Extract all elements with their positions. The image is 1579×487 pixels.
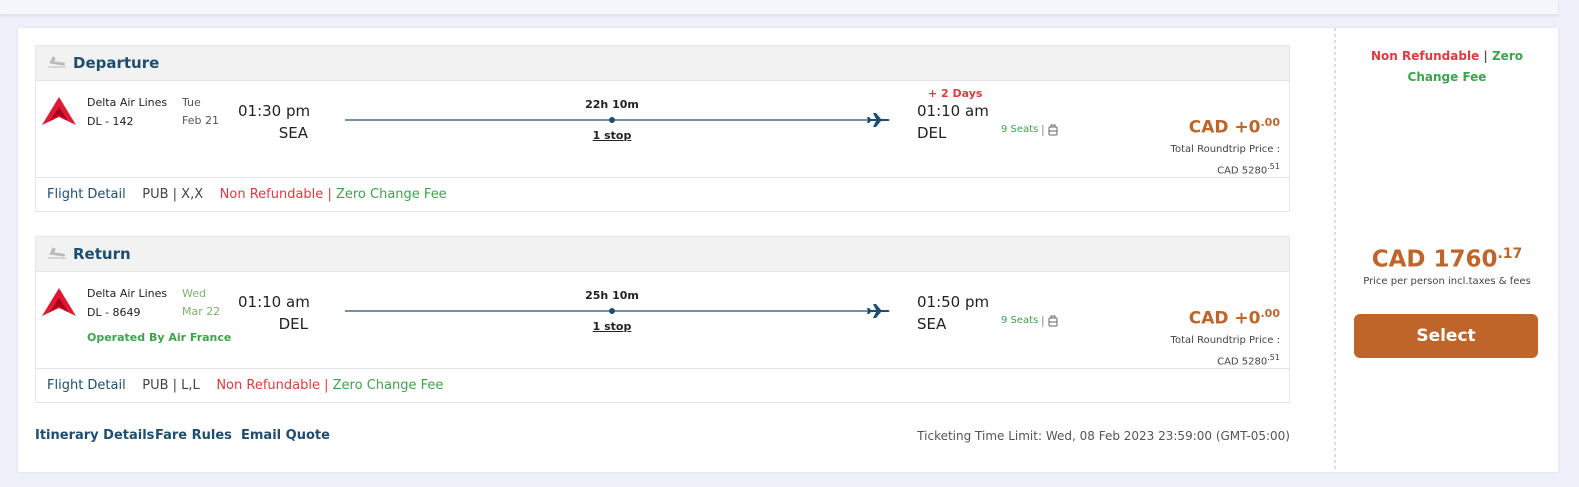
segment-title: Departure xyxy=(73,54,160,72)
price: CAD +0 xyxy=(1188,117,1261,138)
email-quote-link[interactable]: Email Quote xyxy=(241,428,330,443)
change-fee: Zero Change Fee xyxy=(332,378,444,393)
airline-logo xyxy=(42,288,76,316)
fare-class: PUB | L,L xyxy=(142,378,200,393)
summary-policy: Non Refundable | Zero Change Fee xyxy=(1367,46,1527,88)
airline: Delta Air Lines xyxy=(87,96,168,109)
non-refundable: Non Refundable xyxy=(216,378,320,393)
plane-icon xyxy=(48,56,66,68)
stops: 1 stop xyxy=(592,129,632,142)
plane-icon xyxy=(48,247,66,259)
arr-time: 01:10 am xyxy=(917,102,989,120)
segment-footer xyxy=(35,369,1290,403)
non-refundable: Non Refundable xyxy=(219,187,324,202)
total: CAD 5280 xyxy=(1217,165,1268,177)
price-cents: .00 xyxy=(1260,116,1281,129)
flight-detail-link[interactable]: Flight Detail xyxy=(47,187,126,202)
route-line xyxy=(345,304,890,318)
arr-airport: DEL xyxy=(917,124,947,142)
divider xyxy=(1334,28,1336,472)
segment-title: Return xyxy=(73,245,131,263)
segment: Departure Delta Air Lines DL - 142 Tue F… xyxy=(35,45,1290,212)
segment-price: CAD +0.00 xyxy=(1189,303,1280,330)
price-cents: .00 xyxy=(1260,307,1281,320)
select-button[interactable]: Select xyxy=(1354,314,1538,358)
flight-number: DL - 142 xyxy=(87,115,134,128)
duration: 22h 10m xyxy=(585,98,639,111)
airline: Delta Air Lines xyxy=(87,287,168,300)
flight-number: DL - 8649 xyxy=(87,306,141,319)
dep-airport: SEA xyxy=(278,124,308,142)
total-price: CAD 5280.51 xyxy=(1217,160,1280,178)
seat-separator: | xyxy=(1041,314,1045,327)
baggage-icon xyxy=(1048,315,1058,327)
day: Wed xyxy=(182,287,206,300)
itinerary-link[interactable]: Itinerary Details xyxy=(35,428,155,443)
price: CAD 1760 xyxy=(1371,246,1498,273)
ticketing-limit: Ticketing Time Limit: Wed, 08 Feb 2023 2… xyxy=(917,429,1290,443)
price-cents: .17 xyxy=(1497,246,1523,262)
top-strip xyxy=(0,0,1558,14)
segment: Return Delta Air Lines DL - 8649 Wed Mar… xyxy=(35,236,1290,403)
price-note: Price per person incl.taxes & fees xyxy=(1363,276,1531,287)
day-offset: + 2 Days xyxy=(928,87,983,100)
segment-price: CAD +0.00 xyxy=(1189,112,1280,139)
footer-row: Flight Detail PUB | X,X Non Refundable |… xyxy=(47,186,447,204)
operated-by: Operated By Air France xyxy=(87,331,232,344)
total-label: Total Roundtrip Price : xyxy=(1170,144,1280,155)
total-cents: .51 xyxy=(1267,353,1280,362)
segment-header xyxy=(35,236,1290,272)
duration: 25h 10m xyxy=(585,289,639,302)
seats: 9 Seats xyxy=(1001,124,1039,135)
baggage-icon xyxy=(1048,124,1058,136)
total-price: CAD 5280.51 xyxy=(1217,351,1280,369)
summary-price: CAD 1760.17 xyxy=(1336,240,1558,274)
change-fee: Zero Change Fee xyxy=(1407,49,1523,84)
segment-footer xyxy=(35,178,1290,212)
total: CAD 5280 xyxy=(1217,356,1268,368)
dep-time: 01:10 am xyxy=(238,293,310,311)
price: CAD +0 xyxy=(1188,308,1261,329)
route-line xyxy=(345,113,890,127)
separator: | xyxy=(327,187,332,202)
fare-rules-link[interactable]: Fare Rules xyxy=(155,428,232,443)
airline-logo xyxy=(42,97,76,125)
separator: | xyxy=(324,378,329,393)
fare-class: PUB | X,X xyxy=(142,187,204,202)
segment-header xyxy=(35,45,1290,81)
segment-body xyxy=(35,270,1290,369)
dep-time: 01:30 pm xyxy=(238,102,311,120)
separator: | xyxy=(1483,49,1488,63)
seat-separator: | xyxy=(1041,123,1045,136)
dep-airport: DEL xyxy=(278,315,308,333)
stops: 1 stop xyxy=(592,320,632,333)
day: Tue xyxy=(182,96,201,109)
arr-airport: SEA xyxy=(917,315,947,333)
date: Mar 22 xyxy=(182,305,221,318)
total-label: Total Roundtrip Price : xyxy=(1170,335,1280,346)
flight-detail-link[interactable]: Flight Detail xyxy=(47,378,126,393)
seats: 9 Seats xyxy=(1001,315,1039,326)
footer-row: Flight Detail PUB | L,L Non Refundable |… xyxy=(47,377,443,395)
total-cents: .51 xyxy=(1267,162,1280,171)
arr-time: 01:50 pm xyxy=(917,293,990,311)
segment-body xyxy=(35,79,1290,178)
non-refundable: Non Refundable xyxy=(1370,49,1480,63)
change-fee: Zero Change Fee xyxy=(335,187,447,202)
date: Feb 21 xyxy=(182,114,219,127)
